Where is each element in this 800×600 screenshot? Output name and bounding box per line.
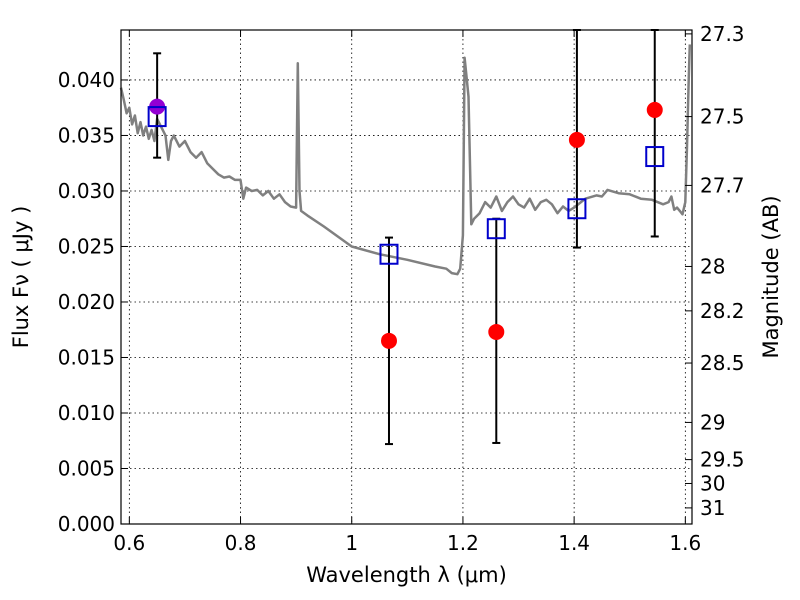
y2-tick-label: 27.3 <box>700 22 745 46</box>
y2-tick-label: 27.5 <box>700 105 745 129</box>
observed-flux-square <box>645 146 665 168</box>
grid <box>121 30 692 525</box>
y-tick-label: 0.005 <box>58 456 115 480</box>
ticks: 0.6 0.8 1 1.2 1.4 1.6 0.000 0.005 0.010 0.015 0.02… <box>58 22 745 555</box>
x-tick-label: 0.8 <box>225 531 257 555</box>
y2-tick-label: 28 <box>700 254 725 278</box>
observed-flux-square <box>379 243 399 265</box>
model-spectrum <box>119 44 692 276</box>
x-tick-label: 0.6 <box>113 531 145 555</box>
observed-flux-square <box>567 198 587 220</box>
model-flux-dot <box>646 101 663 118</box>
y2-tick-label: 30 <box>700 471 725 495</box>
y-tick-label: 0.040 <box>58 68 115 92</box>
model-spectrum-line <box>119 44 692 276</box>
y2-tick-label: 29 <box>700 410 725 434</box>
x-tick-label: 1 <box>345 531 358 555</box>
y-tick-label: 0.010 <box>58 401 115 425</box>
error-bars <box>153 29 659 446</box>
y2-tick-label: 27.7 <box>700 173 745 197</box>
model-flux-dot <box>568 131 585 148</box>
y-tick-label: 0.020 <box>58 290 115 314</box>
y-tick-label: 0.025 <box>58 234 115 258</box>
y-tick-label: 0.030 <box>58 179 115 203</box>
data-markers <box>147 98 665 349</box>
model-flux-dot <box>488 323 505 340</box>
y2-tick-label: 31 <box>700 496 725 520</box>
x-tick-label: 1.2 <box>447 531 479 555</box>
y-axis-label: Flux Fν ( μJy ) <box>9 206 33 349</box>
y2-axis-label: Magnitude (AB) <box>759 195 783 358</box>
x-tick-label: 1.4 <box>558 531 590 555</box>
y2-tick-label: 29.5 <box>700 448 745 472</box>
observed-flux-square <box>147 106 167 128</box>
x-axis-label: Wavelength λ (μm) <box>306 563 507 587</box>
y-tick-label: 0.000 <box>58 512 115 536</box>
plot-frame <box>120 29 693 525</box>
model-flux-dot <box>380 332 397 349</box>
y2-tick-label: 28.5 <box>700 351 745 375</box>
y2-tick-label: 28.2 <box>700 299 745 323</box>
y-tick-label: 0.015 <box>58 345 115 369</box>
observed-flux-square <box>486 218 506 240</box>
x-tick-label: 1.6 <box>669 531 701 555</box>
y-tick-label: 0.035 <box>58 123 115 147</box>
